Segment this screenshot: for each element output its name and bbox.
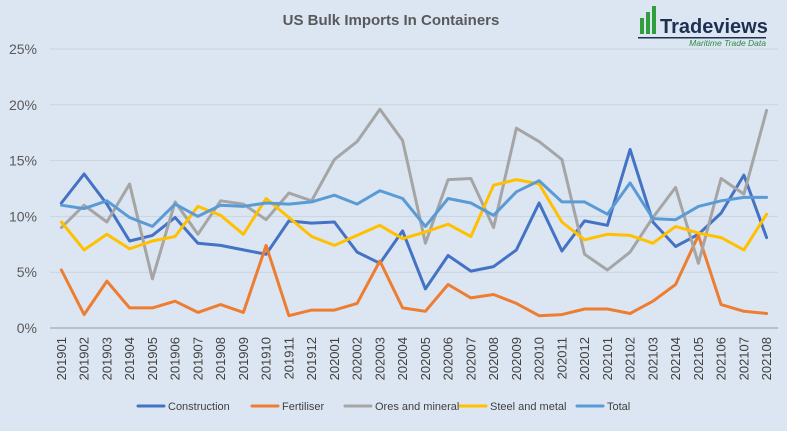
x-tick-label: 201908 [213,337,228,380]
logo-underline [638,37,766,39]
logo-tagline: Maritime Trade Data [689,38,766,48]
x-tick-label: 201902 [77,337,92,380]
x-tick-label: 202104 [668,337,683,380]
x-tick-label: 201904 [122,337,137,380]
x-tick-label: 202103 [645,337,660,380]
x-tick-label: 202003 [372,337,387,380]
x-tick-label: 202006 [441,337,456,380]
x-tick-label: 202102 [623,337,638,380]
x-tick-label: 201906 [168,337,183,380]
x-tick-label: 201907 [190,337,205,380]
x-tick-label: 201910 [259,337,274,380]
x-tick-label: 202009 [509,337,524,380]
y-tick-label: 5% [17,264,37,280]
y-tick-label: 10% [9,208,37,224]
x-tick-label: 201912 [304,337,319,380]
logo-bar-2 [646,12,650,34]
chart-title: US Bulk Imports In Containers [283,12,500,29]
x-tick-label: 202108 [759,337,774,380]
x-tick-label: 201905 [145,337,160,380]
x-tick-label: 202002 [350,337,365,380]
tradeviews-logo: Tradeviews Maritime Trade Data [638,6,768,48]
x-tick-label: 201901 [54,337,69,380]
x-tick-label: 202105 [691,337,706,380]
y-tick-label: 0% [17,320,37,336]
x-tick-label: 202101 [600,337,615,380]
legend-label: Total [607,401,630,413]
logo-name: Tradeviews [660,16,768,38]
x-tick-label: 202012 [577,337,592,380]
y-axis-ticks: 0% 5% 10% 15% 20% 25% [9,41,37,336]
x-tick-label: 201903 [99,337,114,380]
x-tick-label: 201909 [236,337,251,380]
x-tick-label: 202010 [532,337,547,380]
x-tick-label: 202106 [714,337,729,380]
logo-bar-1 [640,18,644,34]
x-tick-label: 202005 [418,337,433,380]
series-lines [59,107,769,318]
x-axis-ticks: 201901 201902 201903 201904 201905 201906 2019… [54,337,774,380]
x-tick-label: 202001 [327,337,342,380]
y-tick-label: 20% [9,97,37,113]
logo-bar-3 [652,6,656,34]
series-line-total [59,179,769,228]
legend: Construction Fertiliser Ores and mineral St… [136,401,630,413]
series-line-fertiliser [59,233,769,318]
series-line-steel-and-metal [59,178,769,252]
x-tick-label: 202004 [395,337,410,380]
legend-label: Ores and mineral [375,401,459,413]
x-tick-label: 201911 [281,337,296,379]
x-tick-label: 202107 [736,337,751,380]
legend-label: Steel and metal [490,401,566,413]
x-tick-label: 202011 [554,337,569,379]
x-tick-label: 202007 [463,337,478,380]
y-tick-label: 15% [9,153,37,169]
legend-label: Construction [168,401,230,413]
x-tick-label: 202008 [486,337,501,380]
legend-label: Fertiliser [282,401,325,413]
y-tick-label: 25% [9,41,37,57]
